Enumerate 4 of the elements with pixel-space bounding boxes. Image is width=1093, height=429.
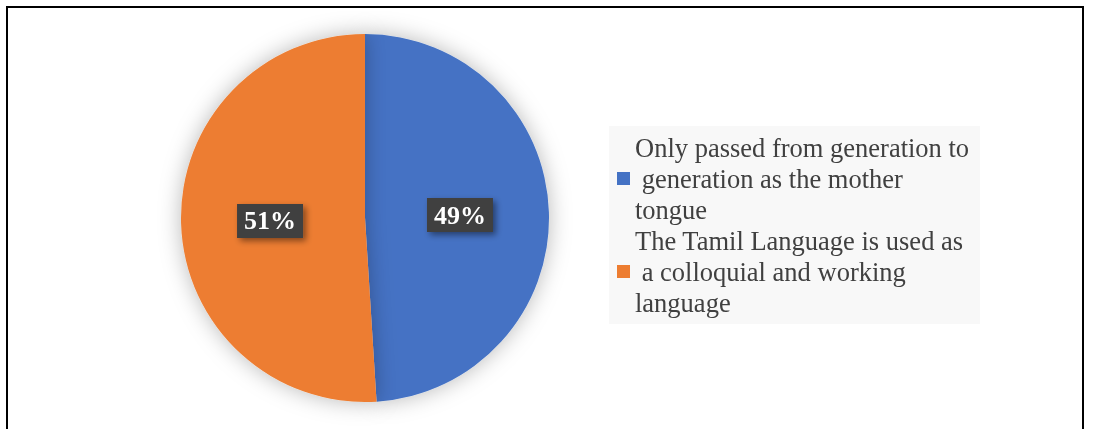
legend-label: The Tamil Language is used as a colloquial and working language [635,225,964,318]
legend-label: Only passed from generation to generation as the mother tongue [635,132,970,225]
data-label: 51% [244,206,297,236]
data-label: 49% [433,200,486,230]
